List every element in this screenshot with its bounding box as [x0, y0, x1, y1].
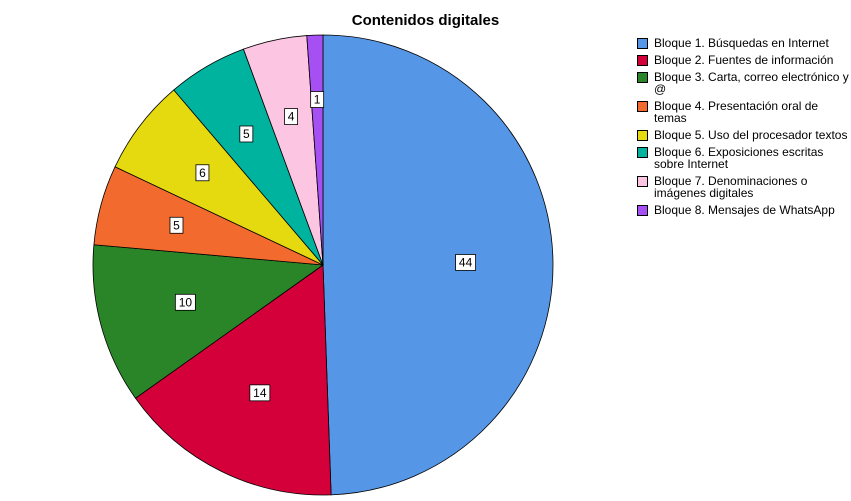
data-label-box — [310, 91, 325, 108]
pie-slice — [92, 244, 325, 399]
data-label: 44 — [455, 254, 476, 271]
legend-item: Bloque 2. Fuentes de información — [637, 54, 849, 66]
legend-item: Bloque 8. Mensajes de WhatsApp — [637, 204, 849, 216]
data-label-text: 1 — [314, 93, 321, 107]
legend-swatch — [637, 130, 648, 141]
pie-slice — [322, 34, 554, 496]
legend-swatch — [637, 205, 648, 216]
legend-swatch — [637, 176, 648, 187]
data-label-box — [249, 384, 271, 402]
legend-swatch — [637, 55, 648, 66]
legend-item: Bloque 3. Carta, correo electrónico y @ — [637, 71, 849, 95]
legend-item: Bloque 1. Búsquedas en Internet — [637, 37, 849, 49]
data-label: 4 — [284, 108, 298, 125]
data-label: 1 — [310, 91, 325, 108]
data-label-text: 5 — [173, 218, 180, 232]
data-label-text: 44 — [459, 255, 473, 269]
legend-item: Bloque 6. Exposiciones escritas sobre In… — [637, 146, 849, 170]
data-label-box — [169, 216, 184, 234]
data-label: 14 — [249, 384, 271, 402]
data-label: 6 — [195, 164, 210, 182]
legend-label: Bloque 3. Carta, correo electrónico y @ — [654, 70, 849, 96]
data-label-text: 4 — [288, 110, 295, 124]
pie-chart: 44 14 10 5 6 5 4 1 — [92, 34, 554, 496]
legend-label: Bloque 5. Uso del procesador textos — [654, 128, 848, 142]
data-label-box — [455, 254, 476, 271]
legend-label: Bloque 4. Presentación oral de temas — [654, 99, 819, 125]
data-label: 10 — [174, 293, 196, 311]
legend-swatch — [637, 147, 648, 158]
legend-label: Bloque 2. Fuentes de información — [654, 53, 834, 67]
data-label: 5 — [239, 125, 254, 143]
data-label-box — [195, 164, 210, 182]
chart-title: Contenidos digitales — [351, 12, 500, 29]
legend-label: Bloque 6. Exposiciones escritas sobre In… — [654, 145, 824, 171]
data-label-text: 5 — [243, 127, 250, 141]
data-label-text: 14 — [253, 386, 267, 400]
legend-label: Bloque 1. Búsquedas en Internet — [654, 36, 829, 50]
legend-swatch — [637, 38, 648, 49]
data-label-text: 6 — [199, 166, 206, 180]
legend-item: Bloque 7. Denominaciones o imágenes digi… — [637, 175, 849, 199]
legend-item: Bloque 4. Presentación oral de temas — [637, 100, 849, 124]
legend: Bloque 1. Búsquedas en Internet Bloque 2.… — [637, 37, 849, 221]
legend-swatch — [637, 72, 648, 83]
data-label-text: 10 — [179, 295, 193, 309]
data-label-box — [174, 293, 196, 311]
data-label-box — [284, 108, 298, 125]
legend-label: Bloque 7. Denominaciones o imágenes digi… — [654, 174, 808, 200]
data-label-box — [239, 125, 254, 143]
legend-label: Bloque 8. Mensajes de WhatsApp — [654, 203, 835, 217]
data-label: 5 — [169, 216, 184, 234]
legend-swatch — [637, 101, 648, 112]
pie-slice — [134, 264, 332, 496]
legend-item: Bloque 5. Uso del procesador textos — [637, 129, 849, 141]
